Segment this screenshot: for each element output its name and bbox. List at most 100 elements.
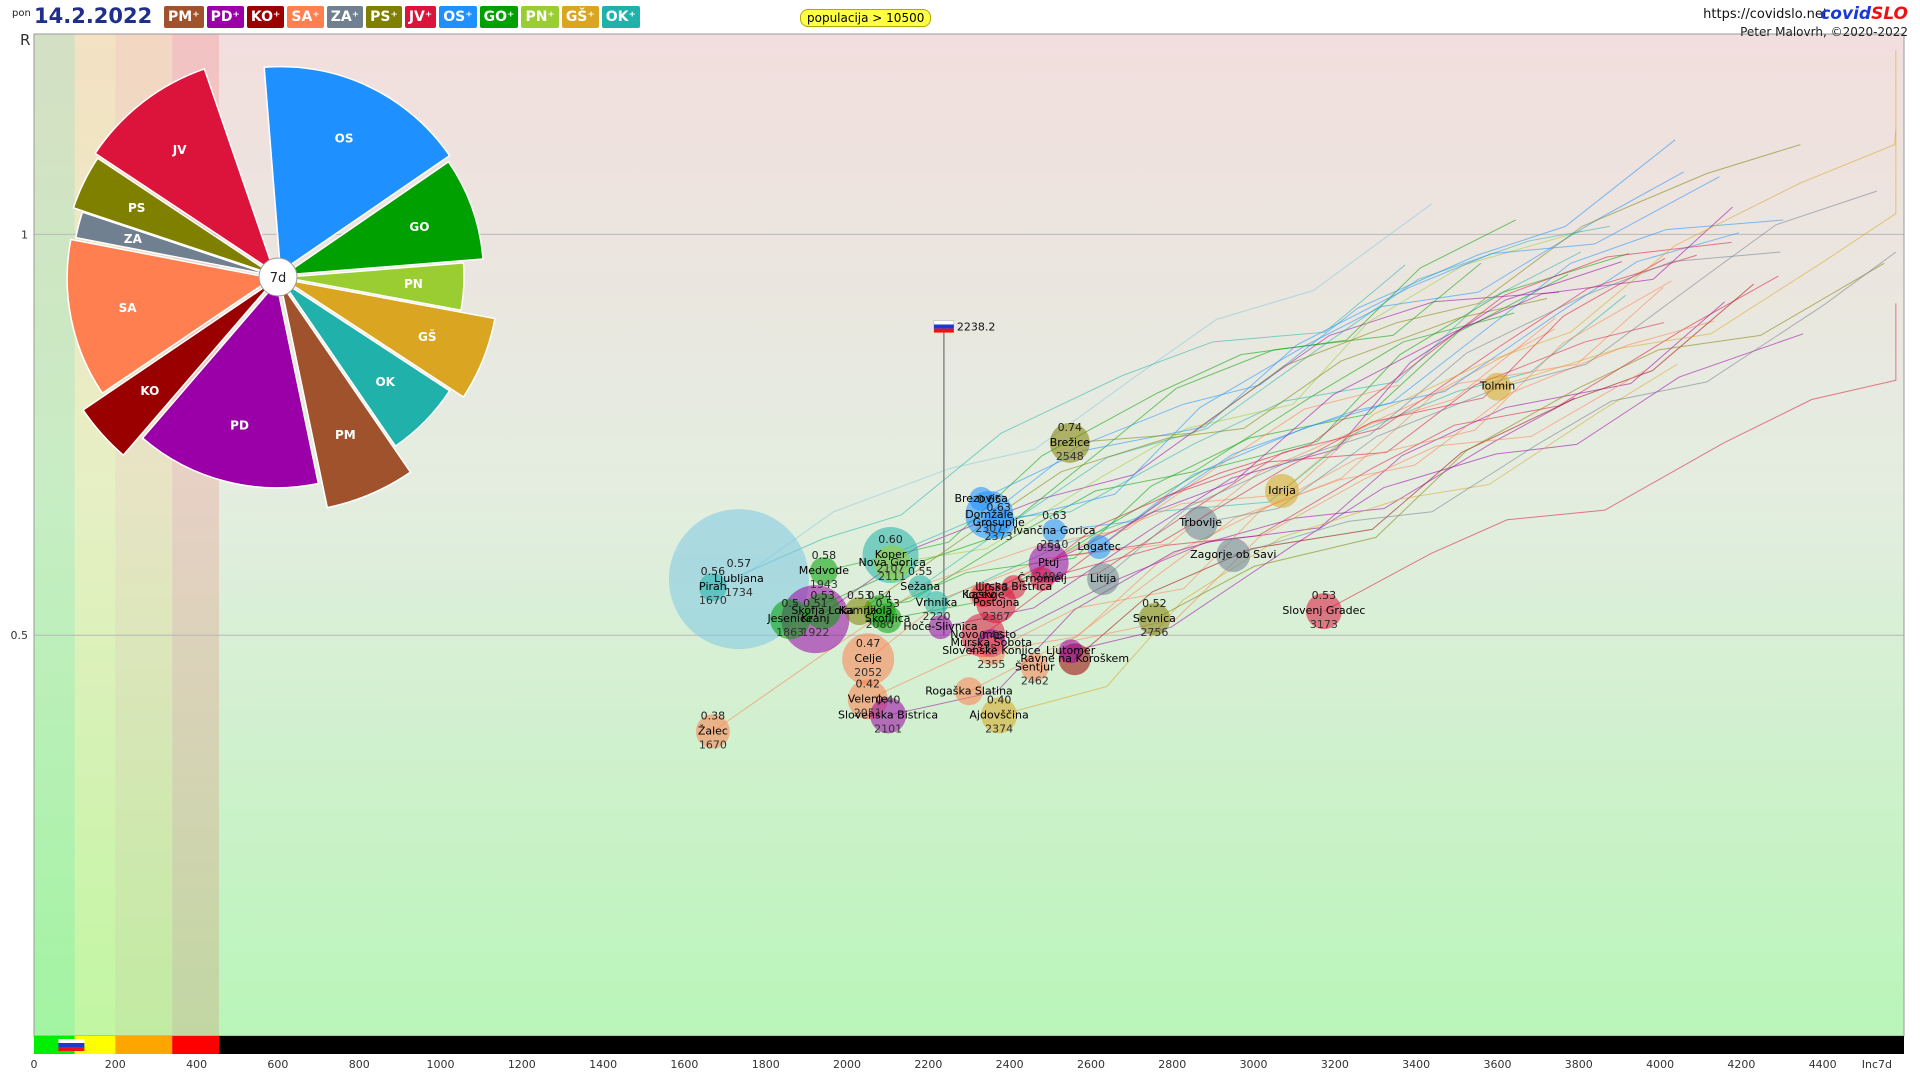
bubble-inc-label: 1943 [810,578,838,591]
bubble-name-label: Logatec [1077,540,1121,553]
bubble-ajdovščina [981,697,1018,734]
bubble-name-label: Kamnik [839,604,881,617]
party-badge[interactable]: OK⁺ [601,6,640,28]
trail-line [738,203,1432,580]
bubble-inc-label: 2548 [1056,450,1084,463]
party-badge[interactable]: PS⁺ [366,6,402,28]
pie-slice-label: SA [119,301,138,315]
bubble-r-label: 0.55 [908,565,933,578]
trail-line [989,139,1676,516]
bubble-žalec [695,714,730,749]
bubble-name-label: Brezovica [954,492,1007,505]
x-tick-label: 1200 [508,1058,536,1071]
pie-slice-go [280,160,484,276]
trail-line [1281,130,1897,492]
bubble-inc-label: 2373 [985,530,1013,543]
bubble-kočevje [971,583,996,608]
bubble-name-label: Piran [699,580,727,593]
bubble-name-label: Ravne na Koroškem [1020,652,1129,665]
bubble-name-label: Jesenice [766,612,813,625]
trail-line [1098,219,1784,548]
population-filter-badge[interactable]: populacija > 10500 [800,9,932,27]
bubble-name-label: Škofljica [865,612,911,625]
bubble-r-label: 0.56 [701,565,726,578]
bubble-celje [842,633,895,686]
bubble-inc-label: 2051 [854,706,882,719]
bubble-name-label: Izola [867,604,893,617]
party-badge[interactable]: GO⁺ [479,6,519,28]
x-tick-label: 4200 [1727,1058,1755,1071]
party-badge[interactable]: PN⁺ [521,6,559,28]
bubble-r-label: 0.40 [987,693,1012,706]
bubble-r-label: 0.60 [878,533,903,546]
bubble-name-label: Novo mesto [950,628,1016,641]
party-badge[interactable]: ZA⁺ [326,6,364,28]
bubble-name-label: Črnomelj [1018,572,1067,585]
bubble-inc-label: 2355 [977,658,1005,671]
pie-slice-os [263,65,451,273]
trail-line [991,301,1726,644]
x-tick-label: 4400 [1809,1058,1837,1071]
bubble-name-label: Kranj [801,612,830,625]
national-flag-blue [933,324,954,329]
bubble-name-label: Hoče-Slivnica [903,620,977,633]
party-badge[interactable]: GŠ⁺ [561,6,599,28]
party-badge[interactable]: SA⁺ [287,6,324,28]
bubble-name-label: Celje [855,652,883,665]
bubble-grosuplje [982,506,1015,539]
bubble-jesenice [770,599,811,640]
bubble-idrija [1265,473,1300,508]
national-value-label: 2238.2 [957,321,996,334]
pie-center-label: 7d [270,271,287,286]
bubble-name-label: Žalec [698,724,728,737]
bubble-r-label: 0.5 [781,597,799,610]
x-tick-label: 1000 [427,1058,455,1071]
trail-line [887,397,1575,716]
party-badge[interactable]: PD⁺ [206,6,244,28]
x-tick-label: 2000 [833,1058,861,1071]
bubble-name-label: Zagorje ob Savi [1190,548,1276,561]
bubble-slovenj-gradec [1305,593,1342,630]
party-badge[interactable]: KO⁺ [246,6,285,28]
site-url[interactable]: https://covidslo.net [1703,7,1828,22]
bubble-name-label: Ilirska Bistrica [975,580,1052,593]
trail-line [1323,303,1897,612]
bubble-črnomelj [1030,567,1055,592]
bubble-inc-label: 2756 [1140,626,1168,639]
bubble-brežice [1049,422,1090,463]
bubble-r-label: 0.47 [856,637,881,650]
bubble-sevnica [1138,603,1171,636]
pie-slice-label: PS [128,201,145,215]
pie-slice-za [74,211,273,277]
bubble-name-label: Murska Sobota [951,636,1033,649]
bubble-name-label: Grosuplje [973,516,1025,529]
party-badge[interactable]: JV⁺ [404,6,437,28]
x-tick-label: 3800 [1565,1058,1593,1071]
bubble-name-label: Idrija [1268,484,1296,497]
pie-slice-label: OK [375,375,395,389]
pie-center [258,257,298,297]
x-tick-label: 2200 [914,1058,942,1071]
bubble-name-label: Koper [875,548,907,561]
bubble-name-label: Ivančna Gorica [1013,524,1095,537]
bubble-inc-label: 1670 [699,738,727,751]
trail-line [712,264,1406,588]
threshold-bar-segment [218,1036,1904,1054]
x-tick-label: 400 [186,1058,207,1071]
flag-stripe-white [58,1039,85,1043]
bubble-inc-label: 3173 [1310,618,1338,631]
x-tick-label: 1600 [670,1058,698,1071]
bubble-inc-label: 2462 [1021,674,1049,687]
party-badge[interactable]: PM⁺ [164,6,204,28]
weekday-label: pon [12,8,31,19]
x-tick-label: 200 [105,1058,126,1071]
x-tick-label: 800 [349,1058,370,1071]
bubble-r-label: 0.53 [984,581,1009,594]
bubble-inc-label: 1863 [776,626,804,639]
brand-part-b: SLO [1871,4,1908,24]
party-badge[interactable]: OS⁺ [439,6,477,28]
bubble-r-label: 0.53 [810,589,835,602]
trail-line [983,258,1666,596]
bubble-name-label: Vrhnika [916,596,958,609]
trail-line [1233,251,1897,556]
